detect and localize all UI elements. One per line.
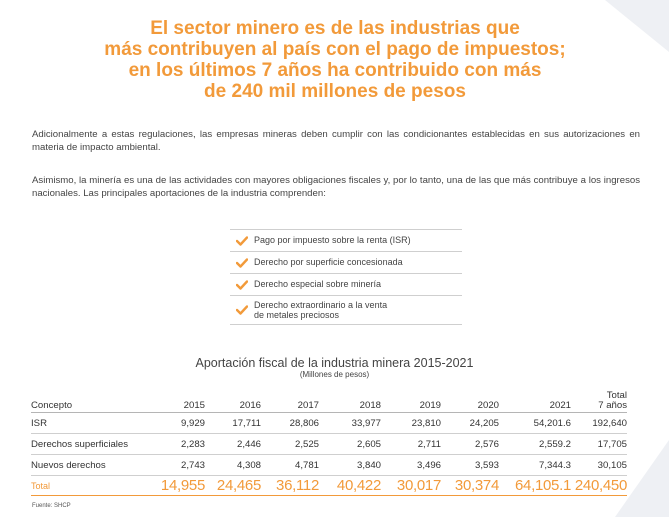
table-cell: 3,593 [441,454,499,476]
total-label: Total [31,475,149,496]
checklist-item-label: Derecho especial sobre minería [254,279,382,290]
table-cell: 2,605 [319,433,381,455]
table-cell: 2,559.2 [499,433,571,455]
table-cell: 28,806 [261,412,319,434]
table-cell: 2,576 [441,433,499,455]
table-row: Nuevos derechos 2,743 4,308 4,781 3,840 … [31,454,627,476]
total-cell: 14,955 [149,475,205,496]
checklist-item: Pago por impuesto sobre la renta (ISR) [230,229,462,251]
checkmark-icon [230,279,254,290]
table-cell: 54,201.6 [499,412,571,434]
total-cell: 40,422 [319,475,381,496]
column-header: 2015 [149,386,205,413]
column-header: 2018 [319,386,381,413]
headline-line: más contribuyen al país con el pago de i… [104,39,566,60]
fiscal-contribution-table: Concepto 2015 2016 2017 2018 2019 2020 2… [31,386,627,496]
checklist-item: Derecho extraordinario a la venta de met… [230,295,462,325]
total-cell: 30,374 [441,475,499,496]
table-cell: 23,810 [381,412,441,434]
checkmark-icon [230,257,254,268]
table-cell: 3,496 [381,454,441,476]
table-cell: 2,525 [261,433,319,455]
table-cell: 192,640 [571,412,627,434]
paragraph-contributions: Asimismo, la minería es una de las activ… [32,175,640,199]
checklist-item: Derecho especial sobre minería [230,273,462,295]
table-cell: 30,105 [571,454,627,476]
checklist-item-label: Derecho por superficie concesionada [254,257,403,268]
table-title: Aportación fiscal de la industria minera… [195,356,474,370]
column-header: Concepto [31,386,149,413]
headline-line: El sector minero es de las industrias qu… [150,18,520,39]
table-cell: 17,711 [205,412,261,434]
total-cell: 24,465 [205,475,261,496]
contributions-checklist: Pago por impuesto sobre la renta (ISR) D… [230,229,462,325]
row-label: Derechos superficiales [31,433,149,455]
column-header: 2019 [381,386,441,413]
checklist-item-label: Pago por impuesto sobre la renta (ISR) [254,235,411,246]
headline-line: en los últimos 7 años ha contribuido con… [128,60,542,81]
table-cell: 3,840 [319,454,381,476]
column-header: 2020 [441,386,499,413]
table-cell: 24,205 [441,412,499,434]
checkmark-icon [230,235,254,246]
total-cell: 36,112 [261,475,319,496]
column-header: 2016 [205,386,261,413]
table-cell: 2,711 [381,433,441,455]
total-cell: 30,017 [381,475,441,496]
column-header: 2017 [261,386,319,413]
column-header-total: Total 7 años [571,386,627,413]
column-header: 2021 [499,386,571,413]
table-cell: 33,977 [319,412,381,434]
checkmark-icon [230,305,254,315]
table-cell: 4,308 [205,454,261,476]
table-header-row: Concepto 2015 2016 2017 2018 2019 2020 2… [31,386,627,413]
table-total-row: Total 14,955 24,465 36,112 40,422 30,017… [31,475,627,496]
checklist-item-label: Derecho extraordinario a la venta de met… [254,299,388,321]
total-cell: 240,450 [571,475,627,496]
source-note: Fuente: SHCP [32,503,71,509]
table-cell: 4,781 [261,454,319,476]
table-cell: 9,929 [149,412,205,434]
table-cell: 2,283 [149,433,205,455]
row-label: Nuevos derechos [31,454,149,476]
table-subtitle: (Millones de pesos) [299,370,370,379]
table-cell: 17,705 [571,433,627,455]
total-cell: 64,105.1 [499,475,571,496]
checklist-item: Derecho por superficie concesionada [230,251,462,273]
table-cell: 2,743 [149,454,205,476]
headline: El sector minero es de las industrias qu… [40,18,630,102]
table-cell: 7,344.3 [499,454,571,476]
paragraph-regulations: Adicionalmente a estas regulaciones, las… [32,129,640,153]
table-cell: 2,446 [205,433,261,455]
table-row: ISR 9,929 17,711 28,806 33,977 23,810 24… [31,412,627,434]
table-row: Derechos superficiales 2,283 2,446 2,525… [31,433,627,455]
row-label: ISR [31,412,149,434]
headline-line: de 240 mil millones de pesos [204,81,466,102]
